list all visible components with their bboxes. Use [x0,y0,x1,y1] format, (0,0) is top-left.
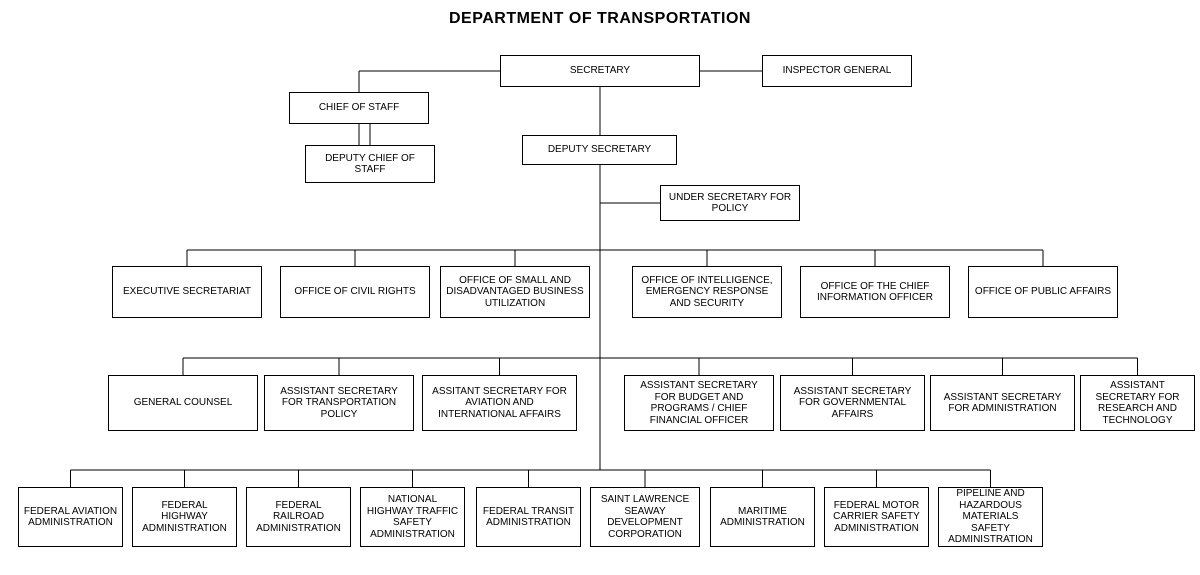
org-node-label: DEPUTY CHIEF OF STAFF [310,153,430,176]
org-node-label: MARITIME ADMINISTRATION [715,506,810,529]
org-node-r1_5: OFFICE OF PUBLIC AFFAIRS [968,266,1118,318]
org-node-label: DEPUTY SECRETARY [527,144,672,156]
org-node-label: OFFICE OF SMALL AND DISADVANTAGED BUSINE… [445,275,585,310]
org-node-label: ASSISTANT SECRETARY FOR GOVERNMENTAL AFF… [785,386,920,421]
org-node-chief_of_staff: CHIEF OF STAFF [289,92,429,124]
org-node-label: FEDERAL TRANSIT ADMINISTRATION [481,506,576,529]
org-node-label: OFFICE OF THE CHIEF INFORMATION OFFICER [805,281,945,304]
org-node-label: ASSISTANT SECRETARY FOR TRANSPORTATION P… [269,386,409,421]
org-node-label: FEDERAL AVIATION ADMINISTRATION [23,506,118,529]
page-title: DEPARTMENT OF TRANSPORTATION [0,10,1200,28]
org-node-r1_4: OFFICE OF THE CHIEF INFORMATION OFFICER [800,266,950,318]
org-node-r2_6: ASSISTANT SECRETARY FOR RESEARCH AND TEC… [1080,375,1195,431]
org-node-r1_2: OFFICE OF SMALL AND DISADVANTAGED BUSINE… [440,266,590,318]
org-node-r3_5: SAINT LAWRENCE SEAWAY DEVELOPMENT CORPOR… [590,487,700,547]
org-node-r1_0: EXECUTIVE SECRETARIAT [112,266,262,318]
org-node-label: GENERAL COUNSEL [113,397,253,409]
org-node-r3_4: FEDERAL TRANSIT ADMINISTRATION [476,487,581,547]
org-node-label: EXECUTIVE SECRETARIAT [117,286,257,298]
org-node-label: ASSISTANT SECRETARY FOR BUDGET AND PROGR… [629,380,769,426]
org-node-dep_secretary: DEPUTY SECRETARY [522,135,677,165]
org-node-r3_2: FEDERAL RAILROAD ADMINISTRATION [246,487,351,547]
org-node-r3_6: MARITIME ADMINISTRATION [710,487,815,547]
org-node-label: ASSISTANT SECRETARY FOR ADMINISTRATION [935,392,1070,415]
org-node-r2_1: ASSISTANT SECRETARY FOR TRANSPORTATION P… [264,375,414,431]
org-node-r3_0: FEDERAL AVIATION ADMINISTRATION [18,487,123,547]
org-node-r1_3: OFFICE OF INTELLIGENCE, EMERGENCY RESPON… [632,266,782,318]
org-node-label: UNDER SECRETARY FOR POLICY [665,192,795,215]
org-node-label: NATIONAL HIGHWAY TRAFFIC SAFETY ADMINIST… [365,494,460,540]
org-node-label: OFFICE OF PUBLIC AFFAIRS [973,286,1113,298]
org-node-r3_1: FEDERAL HIGHWAY ADMINISTRATION [132,487,237,547]
org-node-under_sec: UNDER SECRETARY FOR POLICY [660,185,800,221]
org-node-label: SECRETARY [505,65,695,77]
org-node-label: ASSISTANT SECRETARY FOR RESEARCH AND TEC… [1085,380,1190,426]
org-node-secretary: SECRETARY [500,55,700,87]
org-node-r2_3: ASSISTANT SECRETARY FOR BUDGET AND PROGR… [624,375,774,431]
org-node-label: OFFICE OF CIVIL RIGHTS [285,286,425,298]
org-node-dep_chief_staff: DEPUTY CHIEF OF STAFF [305,145,435,183]
org-node-label: FEDERAL MOTOR CARRIER SAFETY ADMINISTRAT… [829,500,924,535]
org-node-r3_8: PIPELINE AND HAZARDOUS MATERIALS SAFETY … [938,487,1043,547]
org-node-label: SAINT LAWRENCE SEAWAY DEVELOPMENT CORPOR… [595,494,695,540]
org-node-r2_2: ASSITANT SECRETARY FOR AVIATION AND INTE… [422,375,577,431]
org-node-label: ASSITANT SECRETARY FOR AVIATION AND INTE… [427,386,572,421]
org-node-r1_1: OFFICE OF CIVIL RIGHTS [280,266,430,318]
org-node-r3_3: NATIONAL HIGHWAY TRAFFIC SAFETY ADMINIST… [360,487,465,547]
org-node-label: PIPELINE AND HAZARDOUS MATERIALS SAFETY … [943,488,1038,546]
org-node-r3_7: FEDERAL MOTOR CARRIER SAFETY ADMINISTRAT… [824,487,929,547]
org-node-label: INSPECTOR GENERAL [767,65,907,77]
org-node-r2_0: GENERAL COUNSEL [108,375,258,431]
org-node-label: FEDERAL RAILROAD ADMINISTRATION [251,500,346,535]
org-node-label: OFFICE OF INTELLIGENCE, EMERGENCY RESPON… [637,275,777,310]
org-node-label: CHIEF OF STAFF [294,102,424,114]
org-node-r2_4: ASSISTANT SECRETARY FOR GOVERNMENTAL AFF… [780,375,925,431]
org-node-r2_5: ASSISTANT SECRETARY FOR ADMINISTRATION [930,375,1075,431]
org-node-label: FEDERAL HIGHWAY ADMINISTRATION [137,500,232,535]
org-node-inspector: INSPECTOR GENERAL [762,55,912,87]
